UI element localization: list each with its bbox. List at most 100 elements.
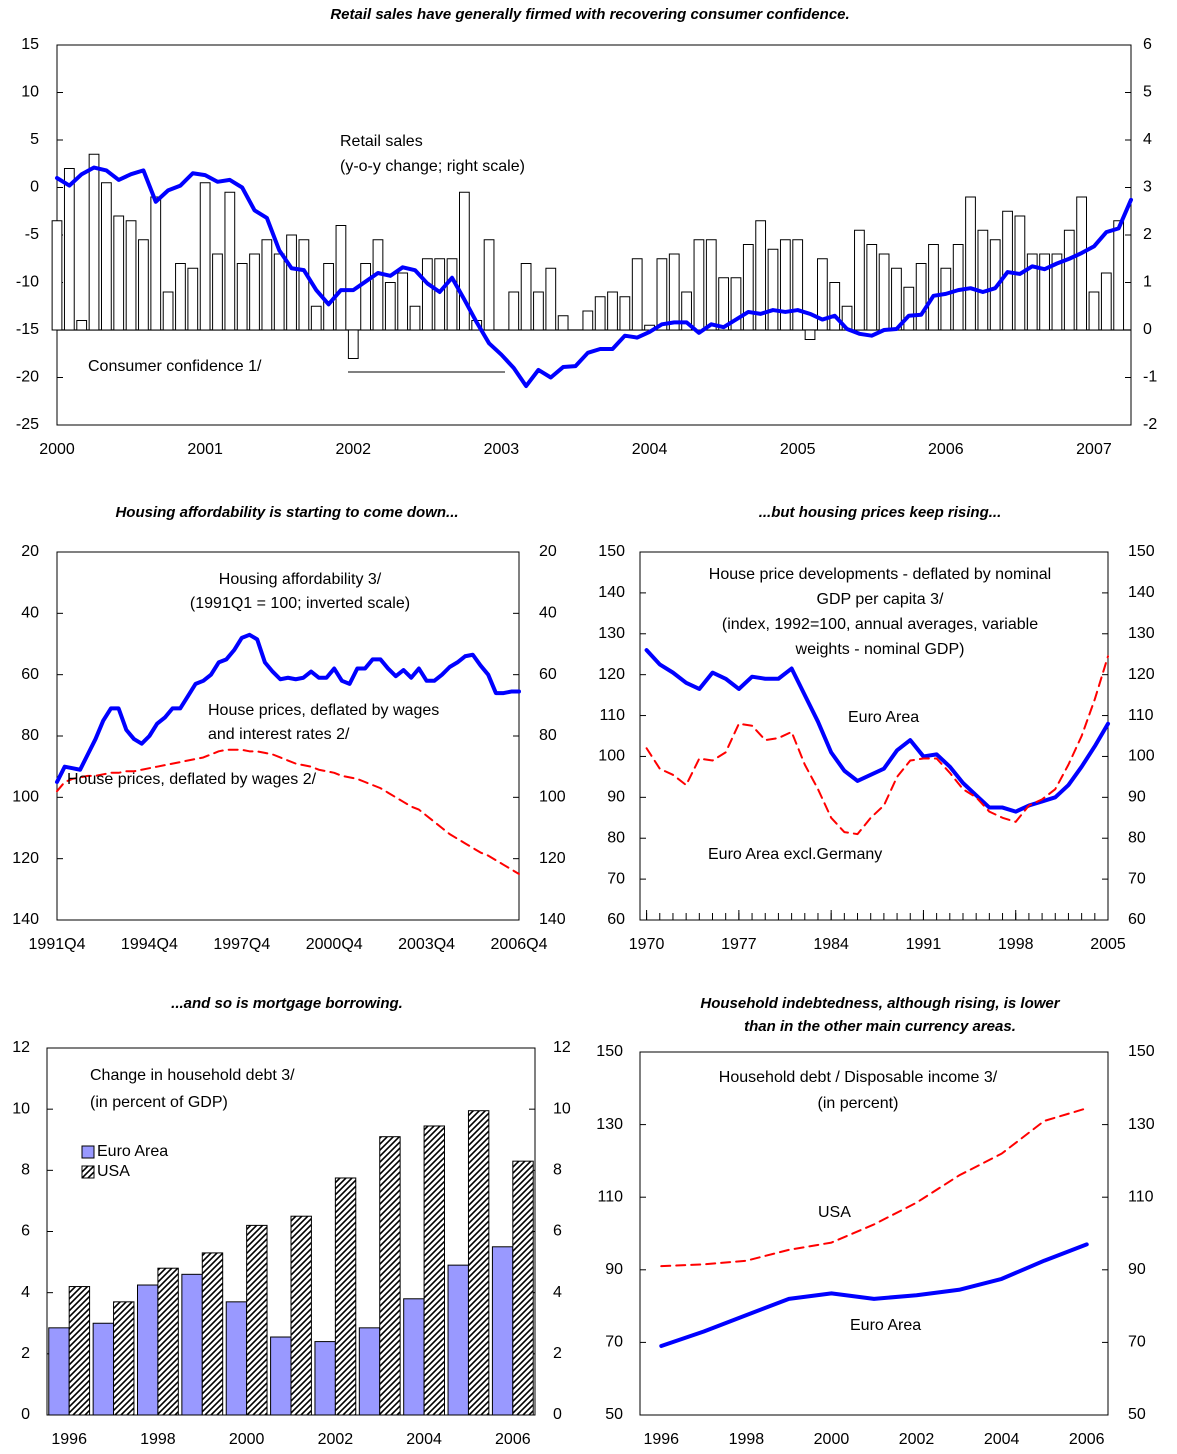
- bar: [779, 239, 791, 331]
- chart-title: Retail sales have generally firmed with …: [330, 6, 849, 23]
- bar: [903, 286, 915, 331]
- annotation: (y-o-y change; right scale): [340, 158, 525, 175]
- annotation: Retail sales: [340, 133, 423, 150]
- y-tick-label: 90: [605, 1261, 623, 1278]
- y-tick-label: 2: [21, 1345, 30, 1362]
- y-tick-label: 10: [12, 1100, 30, 1117]
- series-label: Euro Area: [848, 709, 919, 726]
- y2-tick-label: 0: [1143, 321, 1152, 338]
- y2-tick-label: 140: [1128, 584, 1155, 601]
- y-tick-label: 130: [596, 1116, 623, 1133]
- y-tick-label: -10: [16, 274, 39, 291]
- bar: [403, 1298, 425, 1416]
- y-tick-label: -5: [25, 226, 39, 243]
- y2-tick-label: 2: [1143, 226, 1152, 243]
- bar: [310, 305, 322, 331]
- y-tick-label: 80: [607, 829, 625, 846]
- bar: [273, 253, 285, 331]
- y2-tick-label: 20: [539, 543, 557, 560]
- bar: [224, 191, 236, 331]
- annotation: House prices, deflated by wages: [208, 702, 439, 719]
- y2-tick-label: 100: [539, 789, 566, 806]
- bar: [915, 263, 927, 331]
- y2-tick-label: 140: [539, 911, 566, 928]
- bar: [286, 234, 297, 331]
- x-tick-label: 2004: [984, 1431, 1020, 1448]
- bar: [1100, 272, 1112, 331]
- bar: [379, 1136, 401, 1416]
- bar: [113, 215, 125, 331]
- line-series: [660, 1107, 1088, 1268]
- x-tick-label: 1970: [629, 936, 665, 953]
- bar: [421, 258, 433, 331]
- x-tick-label: 2001: [187, 441, 223, 458]
- bar: [323, 263, 334, 331]
- y2-tick-label: 150: [1128, 543, 1155, 560]
- bar: [384, 282, 396, 331]
- chart-title: ...but housing prices keep rising...: [759, 504, 1002, 521]
- bar: [508, 291, 520, 331]
- bar: [446, 258, 458, 331]
- y2-tick-label: 2: [553, 1345, 562, 1362]
- y2-tick-label: 40: [539, 605, 557, 622]
- line-series: [56, 748, 520, 875]
- bar: [718, 277, 730, 331]
- annotation: Housing affordability 3/: [219, 571, 382, 588]
- bar: [940, 267, 952, 331]
- bar: [113, 1301, 135, 1416]
- bar: [138, 239, 149, 331]
- y2-tick-label: 50: [1128, 1406, 1146, 1423]
- bar: [656, 258, 668, 331]
- bar: [249, 253, 260, 331]
- y2-tick-label: 12: [553, 1039, 571, 1056]
- bar: [668, 253, 680, 331]
- y2-tick-label: 90: [1128, 1261, 1146, 1278]
- y2-tick-label: 150: [1128, 1043, 1155, 1060]
- x-tick-label: 1997Q4: [213, 936, 270, 953]
- y2-tick-label: 5: [1143, 84, 1152, 101]
- x-tick-label: 2000Q4: [306, 936, 363, 953]
- y2-tick-label: 120: [1128, 666, 1155, 683]
- bar: [928, 244, 939, 331]
- y-tick-label: 12: [12, 1039, 30, 1056]
- y2-tick-label: 1: [1143, 274, 1152, 291]
- bar: [334, 1177, 357, 1416]
- x-tick-label: 2000: [39, 441, 75, 458]
- bar: [829, 282, 841, 331]
- y2-tick-label: -1: [1143, 369, 1157, 386]
- bar: [212, 253, 223, 331]
- x-tick-label: 2005: [1090, 936, 1126, 953]
- annotation: House prices, deflated by wages 2/: [67, 771, 317, 788]
- bar: [261, 239, 273, 331]
- y-tick-label: 5: [30, 131, 39, 148]
- y2-tick-label: 80: [1128, 829, 1146, 846]
- bar: [51, 220, 63, 331]
- y-tick-label: 110: [597, 1188, 623, 1205]
- y-tick-label: 140: [12, 911, 39, 928]
- bar: [607, 291, 618, 331]
- annotation: Consumer confidence 1/: [88, 358, 262, 375]
- x-tick-label: 2002: [335, 441, 371, 458]
- line-series: [659, 1242, 1089, 1349]
- y-tick-label: 50: [605, 1406, 623, 1423]
- y-tick-label: 120: [12, 850, 39, 867]
- y-tick-label: 150: [596, 1043, 623, 1060]
- bar: [520, 263, 532, 331]
- bar: [767, 248, 779, 331]
- x-tick-label: 1977: [721, 936, 757, 953]
- bar: [162, 291, 174, 331]
- bar: [1088, 291, 1100, 331]
- bar: [157, 1267, 179, 1416]
- x-tick-label: 1996: [643, 1431, 679, 1448]
- bar: [878, 253, 890, 331]
- y-tick-label: 20: [21, 543, 39, 560]
- bar: [150, 196, 162, 331]
- bar: [458, 191, 470, 331]
- bar: [866, 244, 878, 331]
- series-label: Euro Area excl.Germany: [708, 846, 882, 863]
- bar: [360, 263, 372, 331]
- x-tick-label: 1994Q4: [121, 936, 178, 953]
- bar: [347, 329, 359, 359]
- y-tick-label: 120: [598, 666, 625, 683]
